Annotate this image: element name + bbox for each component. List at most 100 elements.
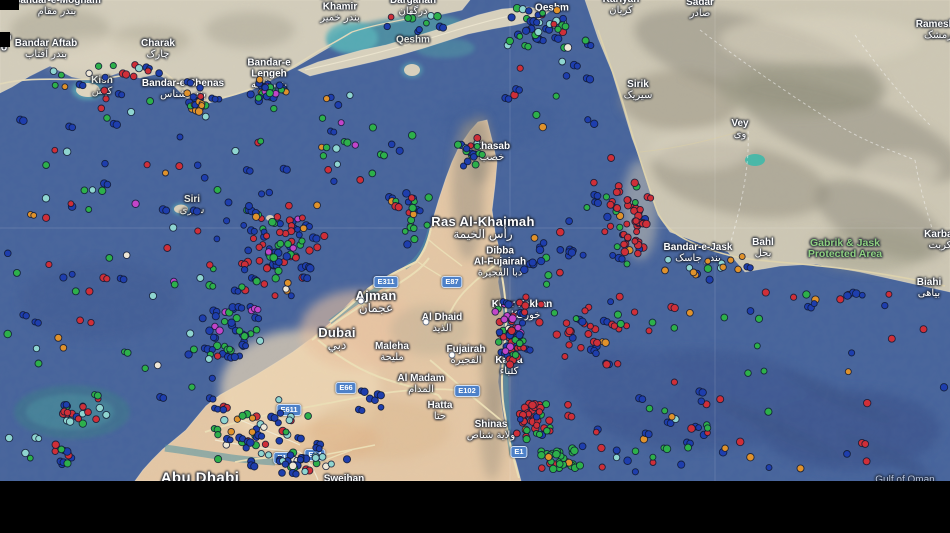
vessel-dot[interactable] (41, 194, 51, 203)
vessel-dot[interactable] (252, 326, 261, 334)
vessel-dot[interactable] (240, 266, 249, 274)
vessel-dot[interactable] (188, 383, 196, 391)
vessel-dot[interactable] (721, 444, 729, 452)
vessel-dot[interactable] (387, 13, 395, 21)
vessel-dot[interactable] (196, 84, 204, 92)
vessel-dot[interactable] (504, 95, 513, 103)
vessel-dot[interactable] (719, 263, 727, 271)
vessel-dot[interactable] (112, 120, 121, 129)
vessel-dot[interactable] (119, 275, 128, 284)
vessel-dot[interactable] (256, 336, 265, 345)
vessel-dot[interactable] (189, 93, 197, 101)
vessel-dot[interactable] (562, 72, 571, 80)
vessel-dot[interactable] (638, 395, 647, 404)
vessel-dot[interactable] (127, 107, 136, 117)
vessel-dot[interactable] (563, 43, 573, 52)
vessel-dot[interactable] (230, 352, 239, 362)
vessel-dot[interactable] (537, 451, 546, 460)
vessel-dot[interactable] (623, 456, 632, 465)
vessel-dot[interactable] (544, 271, 553, 280)
vessel-dot[interactable] (556, 246, 565, 254)
vessel-dot[interactable] (148, 291, 158, 300)
vessel-dot[interactable] (410, 224, 418, 233)
vessel-dot[interactable] (738, 253, 746, 261)
vessel-dot[interactable] (645, 404, 654, 413)
vessel-dot[interactable] (68, 123, 77, 132)
vessel-dot[interactable] (610, 322, 619, 330)
vessel-dot[interactable] (118, 91, 126, 99)
vessel-dot[interactable] (753, 342, 761, 350)
vessel-dot[interactable] (76, 316, 84, 325)
vessel-dot[interactable] (615, 292, 624, 301)
vessel-dot[interactable] (549, 464, 558, 474)
vessel-dot[interactable] (303, 274, 312, 283)
vessel-dot[interactable] (561, 353, 569, 360)
vessel-dot[interactable] (387, 140, 396, 149)
vessel-dot[interactable] (686, 308, 694, 317)
vessel-dot[interactable] (78, 419, 87, 428)
vessel-dot[interactable] (360, 387, 369, 396)
vessel-dot[interactable] (552, 449, 561, 459)
vessel-dot[interactable] (695, 424, 702, 431)
vessel-dot[interactable] (318, 453, 327, 461)
vessel-dot[interactable] (597, 443, 606, 453)
vessel-dot[interactable] (623, 260, 631, 268)
vessel-dot[interactable] (647, 194, 655, 202)
vessel-dot[interactable] (318, 114, 327, 122)
vessel-dot[interactable] (63, 459, 72, 468)
vessel-dot[interactable] (861, 440, 870, 448)
vessel-dot[interactable] (51, 81, 59, 89)
vessel-dot[interactable] (478, 150, 486, 159)
vessel-dot[interactable] (153, 361, 162, 370)
vessel-dot[interactable] (186, 329, 195, 338)
vessel-dot[interactable] (54, 333, 63, 342)
vessel-dot[interactable] (45, 260, 53, 269)
vessel-dot[interactable] (504, 300, 513, 309)
vessel-dot[interactable] (616, 223, 624, 231)
vessel-dot[interactable] (593, 198, 602, 208)
vessel-dot[interactable] (141, 364, 149, 372)
vessel-dot[interactable] (285, 201, 293, 210)
vessel-dot[interactable] (144, 67, 152, 75)
vessel-dot[interactable] (131, 199, 140, 208)
vessel-dot[interactable] (194, 227, 202, 235)
vessel-dot[interactable] (343, 138, 352, 147)
vessel-dot[interactable] (697, 397, 706, 405)
vessel-dot[interactable] (716, 395, 725, 404)
vessel-dot[interactable] (506, 342, 515, 351)
vessel-dot[interactable] (184, 350, 193, 359)
vessel-dot[interactable] (292, 253, 300, 262)
vessel-dot[interactable] (351, 141, 359, 149)
vessel-dot[interactable] (282, 165, 291, 174)
vessel-dot[interactable] (271, 274, 280, 283)
vessel-dot[interactable] (415, 26, 423, 34)
vessel-dot[interactable] (258, 432, 266, 440)
vessel-dot[interactable] (520, 344, 527, 352)
vessel-dot[interactable] (521, 26, 531, 35)
vessel-dot[interactable] (219, 405, 228, 414)
vessel-dot[interactable] (268, 217, 277, 227)
vessel-dot[interactable] (403, 240, 412, 249)
vessel-dot[interactable] (264, 451, 273, 459)
vessel-dot[interactable] (312, 234, 321, 243)
vessel-dot[interactable] (244, 246, 253, 255)
vessel-dot[interactable] (534, 27, 543, 37)
vessel-dot[interactable] (887, 334, 896, 343)
vessel-dot[interactable] (276, 239, 285, 248)
vessel-dot[interactable] (539, 9, 546, 17)
vessel-dot[interactable] (257, 137, 265, 145)
vessel-dot[interactable] (285, 416, 294, 425)
vessel-dot[interactable] (703, 264, 713, 273)
vessel-dot[interactable] (146, 97, 155, 106)
vessel-dot[interactable] (201, 112, 210, 121)
vessel-dot[interactable] (648, 318, 657, 327)
vessel-dot[interactable] (265, 188, 274, 197)
vessel-dot[interactable] (601, 338, 610, 347)
vessel-dot[interactable] (337, 119, 345, 127)
vessel-dot[interactable] (35, 435, 43, 443)
vessel-dot[interactable] (223, 217, 231, 225)
vessel-dot[interactable] (32, 344, 41, 353)
vessel-dot[interactable] (59, 273, 68, 282)
vessel-dot[interactable] (523, 426, 531, 435)
vessel-dot[interactable] (433, 12, 442, 21)
